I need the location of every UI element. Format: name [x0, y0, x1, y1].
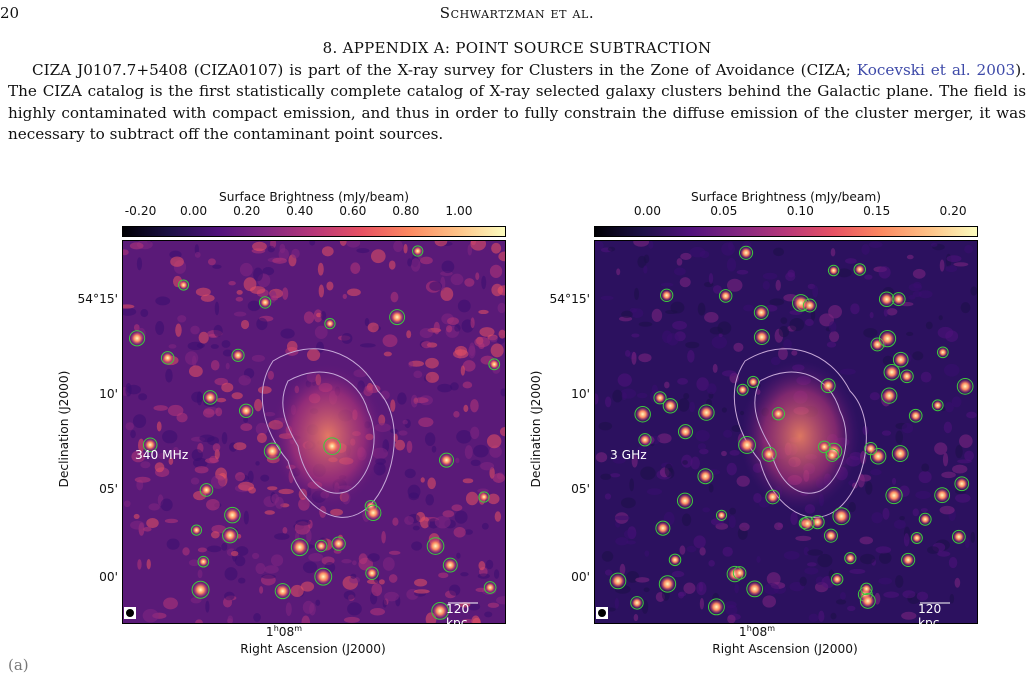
x-tick: 1h08m: [265, 624, 303, 640]
y-tick: 10': [99, 387, 118, 401]
section-title: 8. APPENDIX A: POINT SOURCE SUBTRACTION: [322, 39, 712, 57]
subfigure-label: (a): [8, 656, 29, 674]
y-tick: 05': [99, 482, 118, 496]
paragraph-text-end: ). The CIZA catalog is the first statist…: [8, 61, 1026, 143]
colorbar-tick-label: 0.00: [633, 204, 662, 218]
beam-marker: [596, 607, 608, 619]
y-tick: 00': [99, 570, 118, 584]
figure-panel-3ghz: Surface Brightness (mJy/beam) 0.00 0.05 0.…: [470, 190, 978, 676]
colorbar-tick-label: 0.00: [180, 204, 208, 218]
colorbar-tick-label: 0.10: [786, 204, 814, 218]
citation-link[interactable]: Kocevski et al. 2003: [856, 61, 1016, 79]
y-tick: 00': [571, 570, 590, 584]
beam-marker: [124, 607, 136, 619]
colorbar-tick-label: 0.40: [286, 204, 314, 218]
radio-image-340mhz: [122, 240, 506, 624]
colorbar-tick-label: 0.60: [339, 204, 367, 218]
colorbar-tick-label: 0.05: [710, 204, 738, 218]
figure-panel-340mhz: Surface Brightness (mJy/beam) -0.20 0.00 0…: [0, 190, 506, 676]
colorbar-tick-label: 0.80: [392, 204, 420, 218]
x-tick: 1h08m: [738, 624, 776, 640]
colorbar-tick-label: 0.20: [233, 204, 261, 218]
y-axis-label: Declination (J2000): [529, 370, 543, 488]
running-head: Schwartzman et al.: [439, 4, 595, 22]
colorbar-tick-label: 1.00: [445, 204, 473, 218]
colorbar: [594, 226, 978, 237]
y-tick: 54°15': [549, 292, 590, 306]
y-tick: 05': [571, 482, 590, 496]
page-number: 20: [0, 4, 20, 22]
colorbar-tick-label: -0.20: [124, 204, 157, 218]
y-tick: 10': [571, 387, 590, 401]
scale-bar-label: 120 kpc: [918, 602, 942, 630]
colorbar: [122, 226, 506, 237]
colorbar-tick-label: 0.20: [939, 204, 967, 218]
colorbar-title: Surface Brightness (mJy/beam): [219, 190, 409, 204]
paragraph-text-start: CIZA J0107.7+5408 (CIZA0107) is part of …: [32, 61, 857, 79]
intro-paragraph: CIZA J0107.7+5408 (CIZA0107) is part of …: [8, 60, 1026, 145]
y-axis-label: Declination (J2000): [57, 370, 71, 488]
colorbar-tick-label: 0.15: [863, 204, 891, 218]
colorbar-title: Surface Brightness (mJy/beam): [691, 190, 881, 204]
x-axis-label: Right Ascension (J2000): [240, 642, 386, 656]
band-label: 3 GHz: [610, 448, 647, 462]
radio-image-3ghz: [594, 240, 978, 624]
y-tick: 54°15': [77, 292, 118, 306]
scale-bar-label: 120 kpc: [446, 602, 470, 630]
band-label: 340 MHz: [135, 448, 189, 462]
x-axis-label: Right Ascension (J2000): [712, 642, 858, 656]
